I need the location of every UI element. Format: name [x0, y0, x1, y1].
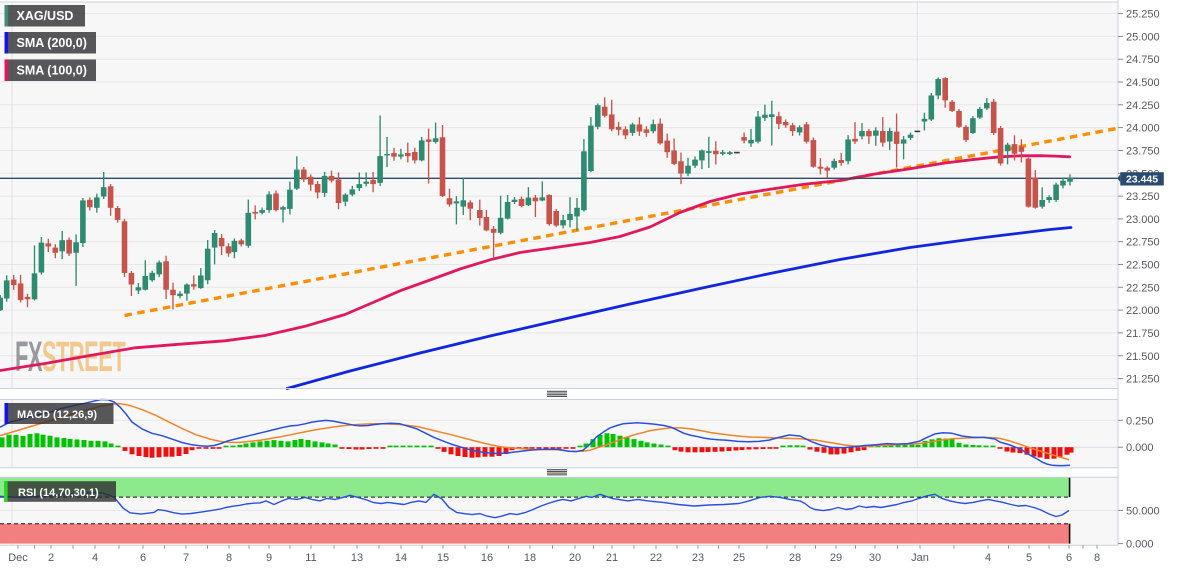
- svg-text:23.250: 23.250: [1126, 191, 1160, 203]
- svg-text:21.500: 21.500: [1126, 351, 1160, 363]
- svg-text:24.250: 24.250: [1126, 100, 1160, 112]
- svg-text:22.750: 22.750: [1126, 237, 1160, 249]
- svg-text:SMA (200,0): SMA (200,0): [17, 36, 87, 50]
- svg-text:Jan: Jan: [911, 552, 929, 564]
- svg-text:FXSTREET: FXSTREET: [15, 333, 126, 381]
- svg-text:5: 5: [1026, 552, 1032, 564]
- svg-text:28: 28: [789, 552, 801, 564]
- svg-text:SMA (100,0): SMA (100,0): [17, 64, 87, 78]
- svg-text:22.000: 22.000: [1126, 305, 1160, 317]
- svg-text:23: 23: [692, 552, 704, 564]
- svg-text:2: 2: [48, 552, 54, 564]
- svg-text:20: 20: [569, 552, 581, 564]
- svg-text:24.500: 24.500: [1126, 77, 1160, 89]
- svg-text:0.000: 0.000: [1126, 442, 1154, 454]
- svg-text:8: 8: [226, 552, 232, 564]
- svg-text:25: 25: [733, 552, 745, 564]
- svg-text:15: 15: [437, 552, 449, 564]
- svg-text:4: 4: [92, 552, 98, 564]
- svg-text:23.750: 23.750: [1126, 146, 1160, 158]
- svg-text:21: 21: [606, 552, 618, 564]
- svg-text:21.750: 21.750: [1126, 328, 1160, 340]
- svg-text:16: 16: [481, 552, 493, 564]
- svg-text:22: 22: [650, 552, 662, 564]
- svg-text:8: 8: [1094, 552, 1100, 564]
- svg-text:22.250: 22.250: [1126, 282, 1160, 294]
- svg-text:30: 30: [869, 552, 881, 564]
- svg-text:13: 13: [351, 552, 363, 564]
- svg-text:29: 29: [830, 552, 842, 564]
- svg-text:22.500: 22.500: [1126, 260, 1160, 272]
- svg-text:0.250: 0.250: [1126, 415, 1154, 427]
- svg-text:24.750: 24.750: [1126, 54, 1160, 66]
- svg-text:50.000: 50.000: [1126, 505, 1160, 517]
- svg-text:MACD (12,26,9): MACD (12,26,9): [17, 409, 97, 421]
- svg-text:24.000: 24.000: [1126, 123, 1160, 135]
- svg-text:4: 4: [985, 552, 991, 564]
- svg-text:RSI (14,70,30,1): RSI (14,70,30,1): [18, 487, 99, 499]
- svg-text:XAG/USD: XAG/USD: [17, 9, 74, 23]
- svg-text:Dec: Dec: [8, 552, 28, 564]
- svg-text:0.000: 0.000: [1126, 539, 1154, 551]
- svg-text:9: 9: [266, 552, 272, 564]
- svg-text:11: 11: [305, 552, 316, 564]
- svg-text:25.250: 25.250: [1126, 9, 1160, 21]
- svg-text:23.445: 23.445: [1126, 174, 1158, 186]
- svg-text:21.250: 21.250: [1126, 374, 1160, 386]
- svg-text:23.000: 23.000: [1126, 214, 1160, 226]
- svg-text:25.000: 25.000: [1126, 31, 1160, 43]
- svg-text:7: 7: [183, 552, 189, 564]
- svg-text:6: 6: [1066, 552, 1072, 564]
- svg-text:18: 18: [524, 552, 536, 564]
- svg-text:6: 6: [140, 552, 146, 564]
- svg-text:14: 14: [395, 552, 407, 564]
